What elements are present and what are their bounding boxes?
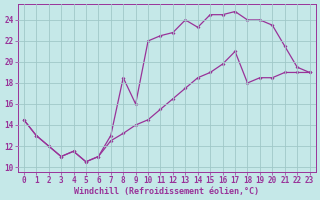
X-axis label: Windchill (Refroidissement éolien,°C): Windchill (Refroidissement éolien,°C): [74, 187, 259, 196]
